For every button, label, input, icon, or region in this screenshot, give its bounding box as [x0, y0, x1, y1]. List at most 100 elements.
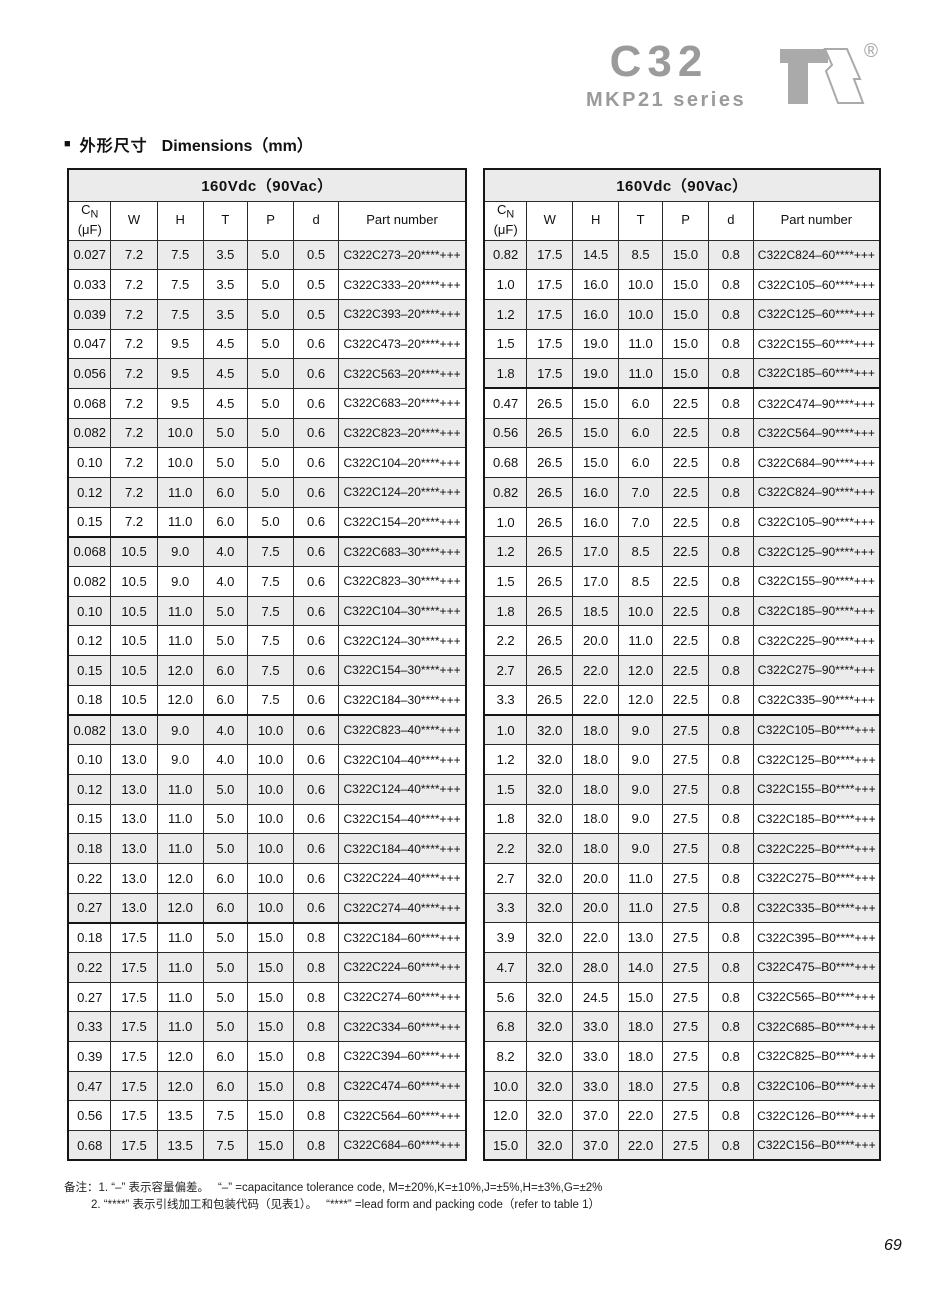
part-number-cell: C322C105–60****+++: [752, 269, 881, 300]
dimension-cell: 0.082: [67, 566, 112, 597]
table-row: 0.18 17.5 11.0 5.0 15.0 0.8 C322C184–60****+++: [67, 922, 467, 953]
dimension-cell: 0.8: [707, 803, 754, 835]
dimension-cell: 0.6: [293, 536, 340, 568]
column-header: d: [293, 200, 340, 241]
table-row: 5.6 32.0 24.5 15.0 27.5 0.8 C322C565–B0****+++: [483, 981, 881, 1013]
dimension-cell: 5.0: [246, 298, 295, 330]
dimension-cell: 33.0: [572, 1011, 620, 1043]
table-row: 0.082 7.2 10.0 5.0 5.0 0.6 C322C823–20****+++: [67, 417, 467, 449]
dimension-cell: 0.8: [293, 1130, 340, 1161]
registered-trademark-icon: ®: [864, 41, 878, 62]
dimension-cell: 5.0: [202, 833, 248, 864]
dimension-cell: 4.0: [202, 566, 248, 597]
part-number-cell: C322C104–40****+++: [338, 744, 467, 775]
column-header: W: [526, 200, 574, 241]
dimension-cell: 0.15: [67, 506, 112, 538]
footnote-line: 2. “****” 表示引线加工和包装代码（见表1）。 “****” =lead…: [91, 1199, 601, 1211]
dimension-cell: 15.0: [246, 1100, 295, 1132]
dimension-cell: 17.5: [526, 328, 574, 360]
dimension-cell: 18.0: [572, 833, 620, 864]
dimension-cell: 27.5: [662, 1011, 709, 1043]
dimension-cell: 0.8: [707, 744, 754, 775]
dimension-cell: 13.0: [110, 773, 158, 805]
dimension-cell: 3.5: [202, 298, 248, 330]
dimension-cell: 0.10: [67, 447, 112, 478]
dimension-cell: 27.5: [662, 1041, 709, 1072]
dimension-cell: 1.5: [483, 566, 528, 597]
dimension-cell: 1.2: [483, 744, 528, 775]
table-row: 0.47 26.5 15.0 6.0 22.5 0.8 C322C474–90****+++: [483, 387, 881, 419]
dimension-cell: 22.5: [662, 506, 709, 538]
dimension-cell: 0.6: [293, 862, 340, 894]
dimension-cell: 11.0: [156, 773, 204, 805]
dimension-cell: 9.0: [156, 744, 204, 775]
dimension-cell: 7.5: [246, 595, 295, 627]
dimension-cell: 17.5: [526, 358, 574, 390]
table-row: 1.5 17.5 19.0 11.0 15.0 0.8 C322C155–60****+++: [483, 328, 881, 360]
dimension-cell: 10.5: [110, 625, 158, 657]
dimension-cell: 17.5: [110, 981, 158, 1013]
dimension-cell: 28.0: [572, 952, 620, 983]
part-number-cell: C322C274–60****+++: [338, 981, 467, 1013]
dimension-cell: 22.5: [662, 566, 709, 597]
dimension-cell: 5.6: [483, 981, 528, 1013]
dimension-cell: 16.0: [572, 506, 620, 538]
dimension-cell: 0.15: [67, 803, 112, 835]
dimension-cell: 27.5: [662, 922, 709, 953]
dimension-cell: 0.068: [67, 387, 112, 419]
part-number-cell: C322C155–B0****+++: [752, 773, 881, 805]
dimension-cell: 7.0: [618, 506, 664, 538]
table-row: 0.47 17.5 12.0 6.0 15.0 0.8 C322C474–60****+++: [67, 1070, 467, 1102]
table-row: 3.3 32.0 20.0 11.0 27.5 0.8 C322C335–B0****+++: [483, 892, 881, 924]
dimension-cell: 5.0: [246, 269, 295, 300]
dimension-cell: 13.5: [156, 1100, 204, 1132]
dimension-cell: 19.0: [572, 328, 620, 360]
dimension-cell: 0.10: [67, 595, 112, 627]
dimension-cell: 7.5: [156, 298, 204, 330]
part-number-cell: C322C823–30****+++: [338, 566, 467, 597]
column-header: H: [572, 200, 620, 241]
dimension-cell: 0.8: [707, 684, 754, 716]
dimension-cell: 15.0: [246, 1041, 295, 1072]
table-row: 2.7 26.5 22.0 12.0 22.5 0.8 C322C275–90****+++: [483, 655, 881, 686]
dimension-cell: 0.068: [67, 536, 112, 568]
dimension-cell: 10.0: [618, 595, 664, 627]
column-header: P: [662, 200, 709, 241]
dimension-cell: 13.0: [110, 833, 158, 864]
dimension-cell: 18.0: [618, 1011, 664, 1043]
part-number-cell: C322C126–B0****+++: [752, 1100, 881, 1132]
part-number-cell: C322C684–60****+++: [338, 1130, 467, 1161]
part-number-cell: C322C184–30****+++: [338, 684, 467, 716]
table-row: 0.82 26.5 16.0 7.0 22.5 0.8 C322C824–90****+++: [483, 477, 881, 508]
table-row: 0.18 13.0 11.0 5.0 10.0 0.6 C322C184–40****+++: [67, 833, 467, 864]
part-number-cell: C322C473–20****+++: [338, 328, 467, 360]
dimension-cell: 0.8: [707, 922, 754, 953]
table-row: 0.68 26.5 15.0 6.0 22.5 0.8 C322C684–90****+++: [483, 447, 881, 478]
dimension-cell: 5.0: [202, 595, 248, 627]
dimension-cell: 17.5: [110, 1041, 158, 1072]
dimension-cell: 11.0: [618, 625, 664, 657]
dimension-cell: 22.5: [662, 595, 709, 627]
table-voltage-title: 160Vdc（90Vac）: [67, 168, 467, 202]
dimension-cell: 27.5: [662, 1130, 709, 1161]
table-row: 0.10 10.5 11.0 5.0 7.5 0.6 C322C104–30****+++: [67, 595, 467, 627]
dimension-cell: 18.0: [572, 714, 620, 746]
dimension-cell: 12.0: [156, 1070, 204, 1102]
dimension-cell: 0.6: [293, 595, 340, 627]
dimension-cell: 27.5: [662, 892, 709, 924]
part-number-cell: C322C564–90****+++: [752, 417, 881, 449]
dimension-cell: 0.5: [293, 298, 340, 330]
dimension-cell: 10.0: [246, 892, 295, 924]
dimension-cell: 11.0: [156, 803, 204, 835]
dimension-cell: 7.2: [110, 269, 158, 300]
table-row: 1.0 26.5 16.0 7.0 22.5 0.8 C322C105–90****+++: [483, 506, 881, 538]
dimension-cell: 0.33: [67, 1011, 112, 1043]
dimension-cell: 6.0: [618, 417, 664, 449]
dimension-cell: 6.0: [618, 387, 664, 419]
dimension-cell: 0.8: [707, 952, 754, 983]
dimension-cell: 0.6: [293, 773, 340, 805]
dimension-cell: 1.0: [483, 269, 528, 300]
dimension-cell: 11.0: [156, 1011, 204, 1043]
